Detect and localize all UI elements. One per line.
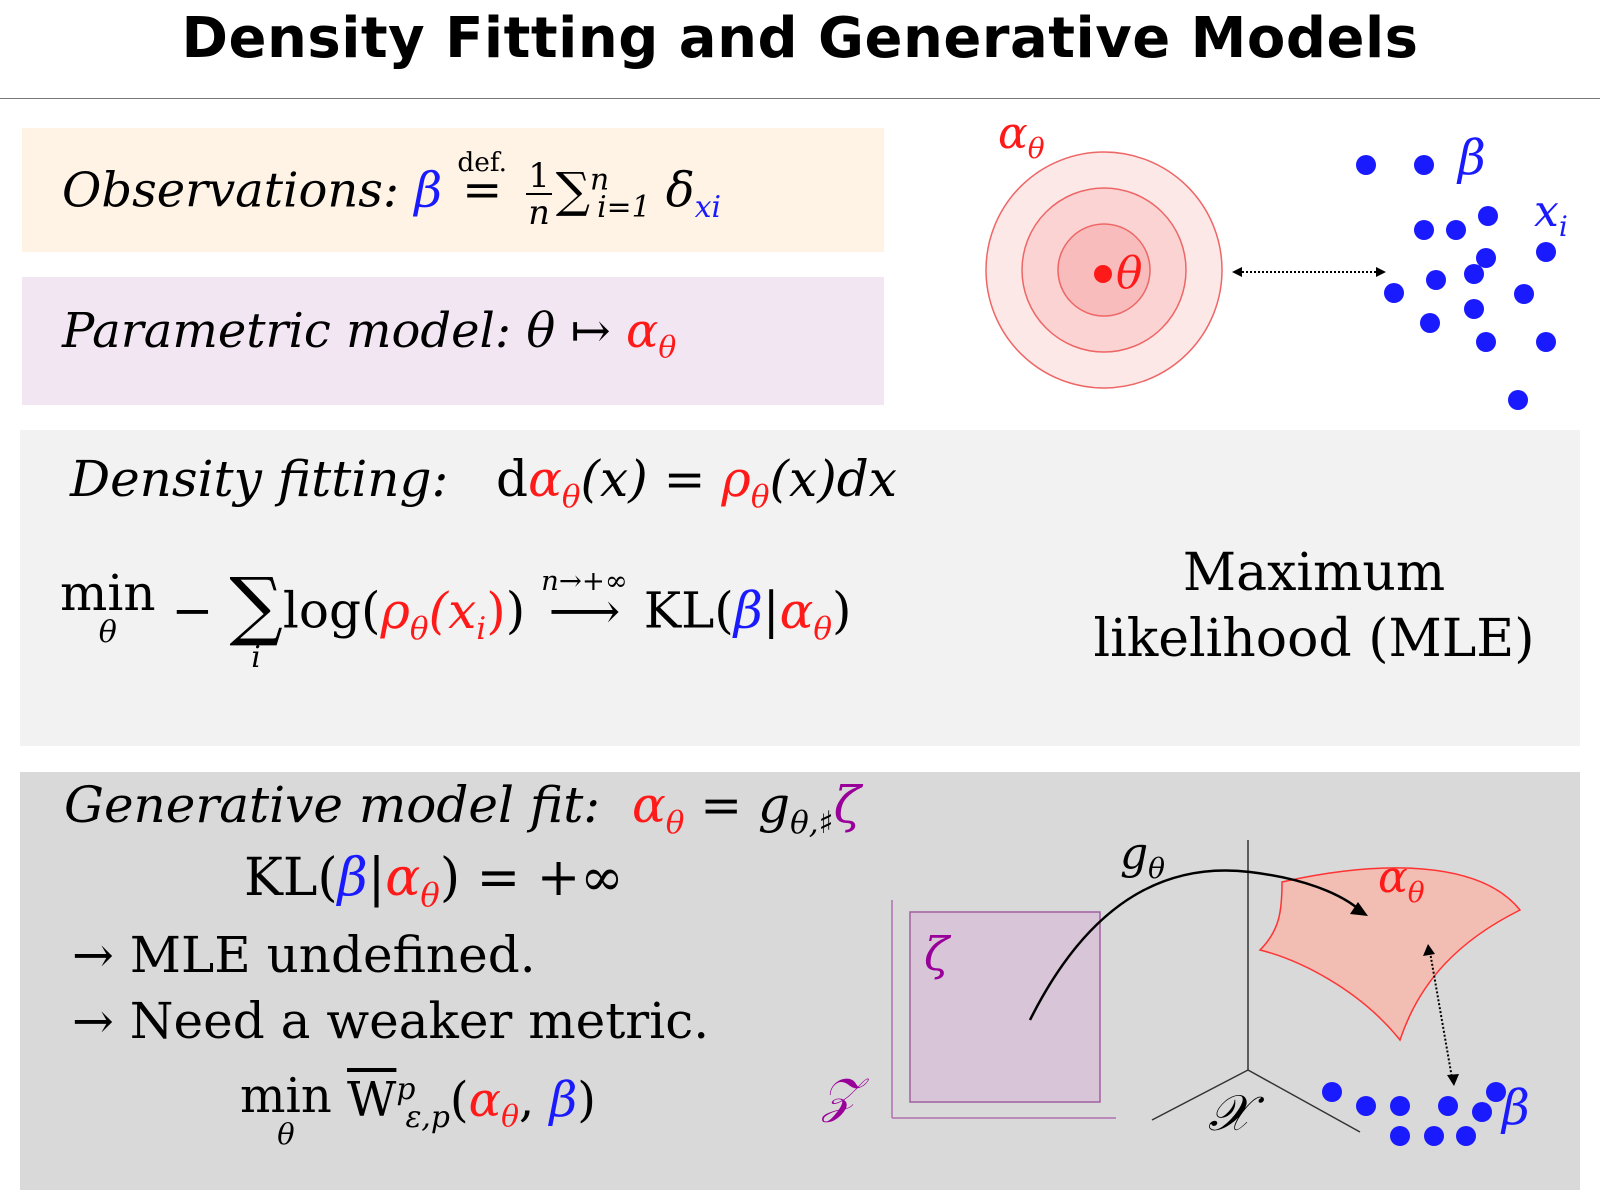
latent-space-label: 𝒵 bbox=[821, 1068, 870, 1124]
theta-point bbox=[1094, 265, 1112, 283]
alpha-theta-label: αθ bbox=[1378, 852, 1425, 909]
xi-label: xi bbox=[1534, 186, 1568, 243]
alpha-theta-symbol: αθ bbox=[625, 303, 677, 366]
alpha-theta-symbol: αθ bbox=[528, 450, 581, 515]
parametric-label: Parametric model: bbox=[62, 303, 512, 359]
beta-symbol: β bbox=[733, 581, 763, 640]
sum-operator: ∑ i bbox=[229, 561, 283, 675]
sum-symbol: ∑ bbox=[555, 162, 590, 219]
bullet-weaker-metric: → Need a weaker metric. bbox=[72, 992, 710, 1050]
kl-infinite: KL(β|αθ) = +∞ bbox=[244, 848, 624, 915]
distance-arrow bbox=[1429, 951, 1453, 1079]
kl-close: ) bbox=[832, 581, 852, 640]
distance-arrow-head-left bbox=[1232, 267, 1242, 277]
delta-subscript: xi bbox=[694, 190, 721, 225]
equation-middle: (x) = bbox=[580, 450, 722, 508]
generative-model-panel: Generative model fit: αθ = gθ,♯ζ KL(β|αθ… bbox=[20, 772, 1580, 1190]
sinkhorn-objective: min θ Wpε,p(αθ, β) bbox=[240, 1068, 596, 1151]
delta-symbol: δ bbox=[665, 162, 695, 219]
density-label: Density fitting: bbox=[70, 450, 449, 508]
observations-label: Observations: bbox=[62, 162, 400, 219]
mle-caption-line2: likelihood (MLE) bbox=[1093, 609, 1535, 669]
alpha-theta-symbol: αθ bbox=[779, 581, 833, 647]
generator-map-arrow bbox=[1028, 869, 1363, 1021]
differential-d: d bbox=[496, 450, 529, 508]
log-close: ) bbox=[505, 581, 526, 640]
min-operator: min θ bbox=[60, 564, 156, 650]
generator-map-arrowhead bbox=[1350, 902, 1368, 916]
alpha-theta-symbol: αθ bbox=[631, 776, 685, 841]
distance-arrow-head-top bbox=[1423, 944, 1435, 956]
min-operator: min θ bbox=[240, 1068, 332, 1151]
generator-label: gθ bbox=[1120, 828, 1165, 885]
zeta-symbol: ζ bbox=[833, 776, 861, 834]
data-space-label: 𝒳 bbox=[1208, 1084, 1265, 1142]
equation-end: (x)dx bbox=[769, 450, 897, 508]
wasserstein-power: p bbox=[396, 1072, 416, 1107]
sum-upper: n bbox=[589, 162, 610, 198]
mapsto-symbol: ↦ bbox=[570, 303, 611, 359]
pushforward-g: = g bbox=[684, 776, 791, 834]
beta-label: β bbox=[1456, 130, 1486, 186]
distance-arrow-head-right bbox=[1376, 267, 1386, 277]
mle-objective: min θ − ∑ i log(ρθ(xi)) n→+∞ ⟶ KL(β|αθ) bbox=[60, 561, 852, 675]
observations-formula: Observations: β def. = 1 n ∑ni=1 δxi bbox=[62, 147, 721, 232]
mle-caption-line1: Maximum bbox=[1182, 543, 1446, 603]
generative-map-figure: ζ 𝒵 𝒳 αθ gθ β bbox=[821, 828, 1530, 1146]
sum-lower: i=1 bbox=[597, 190, 651, 225]
rho-theta-symbol: ρθ bbox=[721, 450, 770, 515]
zeta-label: ζ bbox=[924, 927, 952, 981]
generative-label: Generative model fit: bbox=[64, 776, 601, 834]
latent-square-zeta bbox=[909, 911, 1101, 1103]
kl-bar: | bbox=[762, 581, 780, 640]
theta-label: θ bbox=[1116, 248, 1143, 299]
wasserstein-subscript: ε,p bbox=[405, 1099, 450, 1135]
slide-title: Density Fitting and Generative Models bbox=[181, 6, 1419, 71]
rho-of-xi: ρθ(xi) bbox=[380, 581, 506, 647]
mle-caption: Maximum likelihood (MLE) bbox=[1074, 540, 1554, 672]
pushforward-subscript: θ,♯ bbox=[790, 805, 834, 841]
parametric-model-panel: Parametric model: θ ↦ αθ bbox=[22, 277, 884, 405]
parametric-formula: Parametric model: θ ↦ αθ bbox=[62, 303, 676, 366]
limit-arrow: n→+∞ ⟶ bbox=[541, 565, 628, 640]
gaussian-vs-samples-figure: θ αθ β xi bbox=[985, 108, 1568, 410]
log-open: log( bbox=[282, 581, 381, 640]
density-equation: Density fitting: dαθ(x) = ρθ(x)dx bbox=[70, 450, 897, 515]
sample-points-beta bbox=[1356, 155, 1556, 410]
alpha-theta-label: αθ bbox=[998, 108, 1045, 165]
distance-arrow-head-bottom bbox=[1447, 1074, 1459, 1086]
observations-panel: Observations: β def. = 1 n ∑ni=1 δxi bbox=[22, 128, 884, 252]
bullet-mle-undefined: → MLE undefined. bbox=[72, 926, 536, 984]
sample-points-beta bbox=[1322, 1082, 1506, 1146]
title-divider bbox=[0, 98, 1600, 99]
data-axis-right bbox=[1247, 1069, 1361, 1133]
theta-symbol: θ bbox=[526, 303, 556, 359]
wasserstein-symbol: W bbox=[347, 1072, 397, 1128]
generated-manifold-alpha bbox=[1258, 867, 1522, 1042]
minus-sign: − bbox=[171, 581, 214, 640]
kl-open: KL( bbox=[643, 581, 734, 640]
beta-symbol: β bbox=[414, 162, 443, 219]
defeq-symbol: def. = bbox=[457, 147, 508, 219]
beta-label: β bbox=[1500, 1080, 1530, 1136]
data-axis-left bbox=[1151, 1069, 1249, 1121]
density-fitting-panel: Density fitting: dαθ(x) = ρθ(x)dx min θ −… bbox=[20, 430, 1580, 746]
generative-equation: Generative model fit: αθ = gθ,♯ζ bbox=[64, 776, 861, 841]
